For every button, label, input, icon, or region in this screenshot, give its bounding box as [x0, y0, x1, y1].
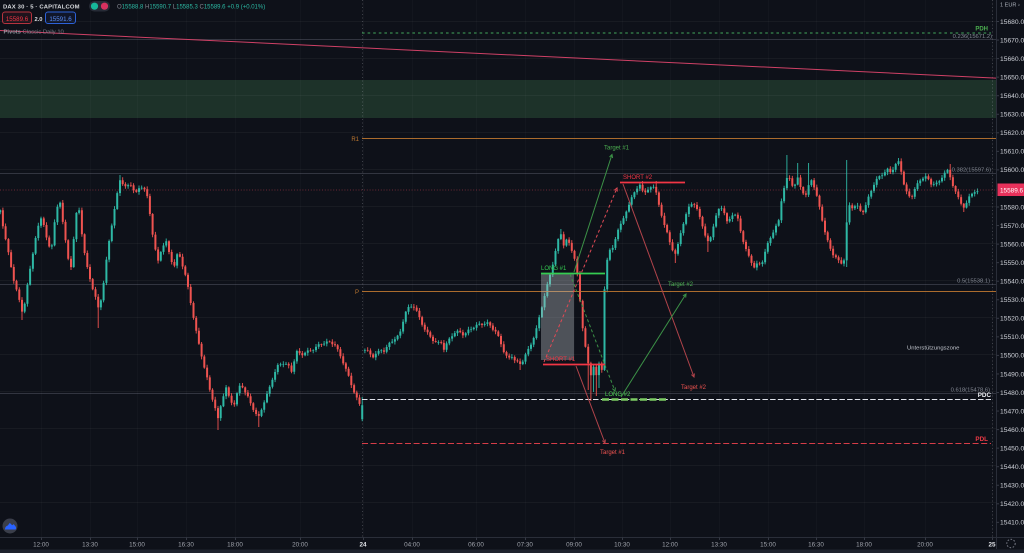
svg-text:P: P: [355, 290, 359, 296]
svg-text:18:00: 18:00: [227, 542, 243, 549]
svg-text:15440.0: 15440.0: [1000, 464, 1024, 471]
svg-text:24: 24: [359, 542, 367, 549]
svg-text:15580.0: 15580.0: [1000, 204, 1024, 211]
svg-text:15550.0: 15550.0: [1000, 260, 1024, 267]
svg-text:20:00: 20:00: [917, 542, 933, 549]
svg-text:20:00: 20:00: [292, 542, 308, 549]
svg-text:13:30: 13:30: [711, 542, 727, 549]
svg-text:15470.0: 15470.0: [1000, 408, 1024, 415]
svg-text:15589.6: 15589.6: [6, 16, 29, 23]
svg-text:15591.6: 15591.6: [49, 16, 72, 23]
svg-text:Pivots Classic Daily 10: Pivots Classic Daily 10: [4, 30, 64, 36]
svg-text:Unterstützungszone: Unterstützungszone: [907, 346, 960, 352]
svg-text:LONG #1: LONG #1: [541, 266, 567, 272]
svg-text:PDC: PDC: [978, 392, 992, 399]
svg-text:SHORT #2: SHORT #2: [623, 175, 653, 181]
svg-text:15630.0: 15630.0: [1000, 112, 1024, 119]
svg-text:15480.0: 15480.0: [1000, 390, 1024, 397]
svg-text:PDL: PDL: [975, 436, 988, 443]
svg-text:15660.0: 15660.0: [1000, 56, 1024, 63]
svg-text:15520.0: 15520.0: [1000, 316, 1024, 323]
svg-text:12:00: 12:00: [662, 542, 678, 549]
svg-text:1 EUR ›: 1 EUR ›: [1000, 3, 1020, 9]
svg-text:0.5(15538.1): 0.5(15538.1): [957, 279, 990, 285]
svg-text:15:00: 15:00: [129, 542, 145, 549]
svg-text:06:00: 06:00: [468, 542, 484, 549]
svg-text:18:00: 18:00: [856, 542, 872, 549]
svg-text:15560.0: 15560.0: [1000, 241, 1024, 248]
svg-text:O15588.8 H15590.7 L15585.3 C15: O15588.8 H15590.7 L15585.3 C15589.6 +0.9…: [117, 5, 265, 11]
svg-text:15510.0: 15510.0: [1000, 334, 1024, 341]
svg-text:09:00: 09:00: [566, 542, 582, 549]
svg-text:13:30: 13:30: [82, 542, 98, 549]
svg-text:LONG #2: LONG #2: [605, 392, 631, 398]
svg-text:R1: R1: [351, 137, 359, 143]
svg-text:0.382(15597.6): 0.382(15597.6): [952, 168, 991, 174]
svg-text:16:30: 16:30: [178, 542, 194, 549]
svg-text:12:00: 12:00: [33, 542, 49, 549]
svg-text:16:30: 16:30: [808, 542, 824, 549]
svg-text:0.236(15671.2): 0.236(15671.2): [953, 34, 992, 40]
svg-text:15500.0: 15500.0: [1000, 353, 1024, 360]
svg-text:15680.0: 15680.0: [1000, 19, 1024, 26]
svg-text:15530.0: 15530.0: [1000, 297, 1024, 304]
svg-text:0.618(15478.6): 0.618(15478.6): [951, 388, 990, 394]
svg-text:15670.0: 15670.0: [1000, 37, 1024, 44]
svg-text:15650.0: 15650.0: [1000, 74, 1024, 81]
svg-text:04:00: 04:00: [404, 542, 420, 549]
svg-text:15610.0: 15610.0: [1000, 149, 1024, 156]
svg-text:25: 25: [988, 542, 996, 549]
svg-text:15589.6: 15589.6: [1000, 188, 1024, 195]
svg-text:15420.0: 15420.0: [1000, 501, 1024, 508]
svg-text:15450.0: 15450.0: [1000, 445, 1024, 452]
svg-text:DAX 30 · 5 · CAPITALCOM: DAX 30 · 5 · CAPITALCOM: [3, 5, 80, 11]
svg-text:15490.0: 15490.0: [1000, 371, 1024, 378]
svg-text:15600.0: 15600.0: [1000, 167, 1024, 174]
svg-text:15640.0: 15640.0: [1000, 93, 1024, 100]
svg-text:PDH: PDH: [975, 27, 988, 33]
svg-text:15430.0: 15430.0: [1000, 483, 1024, 490]
svg-text:15570.0: 15570.0: [1000, 223, 1024, 230]
svg-text:Target #2: Target #2: [681, 385, 707, 391]
svg-text:15410.0: 15410.0: [1000, 520, 1024, 527]
svg-text:07:30: 07:30: [517, 542, 533, 549]
svg-text:10:30: 10:30: [614, 542, 630, 549]
svg-text:15460.0: 15460.0: [1000, 427, 1024, 434]
svg-text:Target #2: Target #2: [668, 282, 694, 288]
svg-text:Target #1: Target #1: [600, 450, 626, 456]
svg-text:15540.0: 15540.0: [1000, 279, 1024, 286]
svg-text:2.0: 2.0: [34, 17, 42, 23]
svg-text:SHORT #1: SHORT #1: [546, 357, 576, 363]
svg-text:15620.0: 15620.0: [1000, 130, 1024, 137]
svg-text:15:00: 15:00: [760, 542, 776, 549]
svg-text:Target #1: Target #1: [604, 146, 630, 152]
